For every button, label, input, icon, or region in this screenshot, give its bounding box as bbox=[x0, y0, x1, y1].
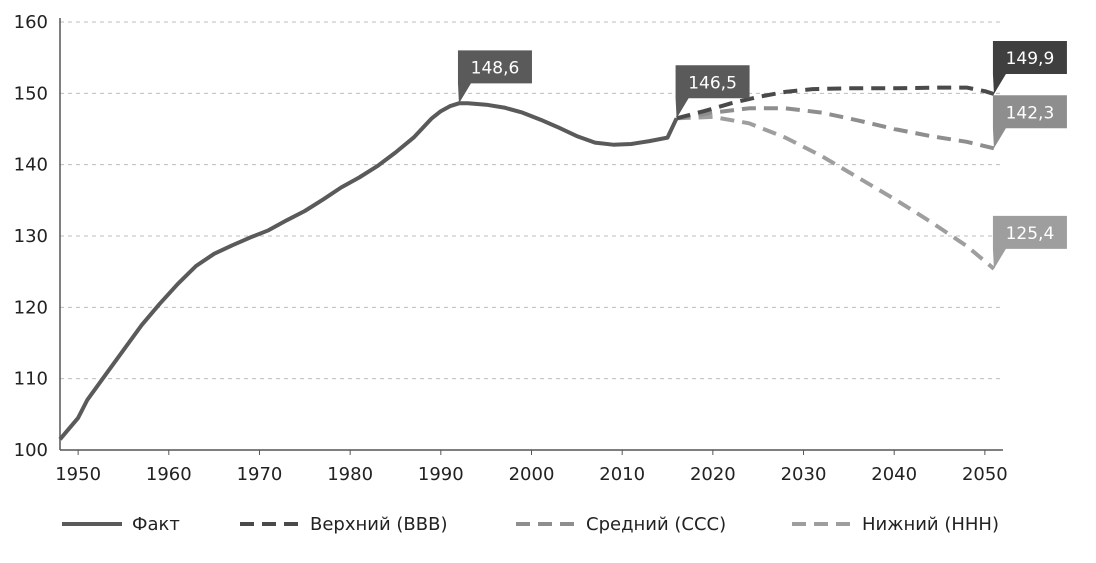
y-axis-ticks: 100 110 120 130 140 150 160 bbox=[14, 12, 48, 461]
callout-label: 149,9 bbox=[1006, 49, 1055, 69]
legend-label: Факт bbox=[132, 514, 180, 535]
x-tick-label: 2030 bbox=[781, 464, 827, 485]
x-tick-label: 1950 bbox=[55, 464, 101, 485]
y-tick-label: 150 bbox=[14, 83, 48, 104]
y-tick-label: 110 bbox=[14, 369, 48, 390]
callout-box bbox=[675, 65, 750, 119]
series-lines bbox=[58, 85, 996, 441]
callout-label: 146,5 bbox=[688, 73, 737, 93]
series-line-2 bbox=[676, 106, 995, 151]
value-callouts: 148,6 146,5 149,9 142,3 125,4 bbox=[457, 41, 1067, 269]
callout-box bbox=[992, 95, 1067, 149]
x-tick-label: 1970 bbox=[237, 464, 283, 485]
legend-label: Средний (ССС) bbox=[586, 514, 726, 535]
legend-label: Верхний (ВВВ) bbox=[310, 514, 447, 535]
y-tick-label: 120 bbox=[14, 297, 48, 318]
series-line-3 bbox=[676, 114, 996, 271]
y-tick-label: 160 bbox=[14, 12, 48, 33]
callout-label: 148,6 bbox=[471, 58, 520, 78]
x-tick-label: 2050 bbox=[962, 464, 1008, 485]
callout-label: 142,3 bbox=[1006, 103, 1055, 123]
y-tick-label: 140 bbox=[14, 155, 48, 176]
x-tick-label: 2020 bbox=[690, 464, 736, 485]
series-line-1 bbox=[676, 85, 995, 121]
legend-label: Нижний (ННН) bbox=[862, 514, 999, 535]
x-tick-label: 2010 bbox=[599, 464, 645, 485]
callout-box bbox=[457, 50, 532, 104]
x-axis-ticks: 1950 1960 1970 1980 1990 2000 2010 2020 2030 2040… bbox=[55, 450, 1008, 485]
series-line-0 bbox=[58, 101, 679, 441]
grid-lines bbox=[60, 21, 1003, 380]
callout-label: 125,4 bbox=[1006, 224, 1055, 244]
y-tick-label: 100 bbox=[14, 440, 48, 461]
x-tick-label: 2040 bbox=[871, 464, 917, 485]
y-tick-label: 130 bbox=[14, 226, 48, 247]
x-tick-label: 1990 bbox=[418, 464, 464, 485]
x-tick-label: 1960 bbox=[146, 464, 192, 485]
legend: Факт Верхний (ВВВ) Средний (ССС) Нижний (НН… bbox=[62, 514, 999, 535]
callout-box bbox=[992, 215, 1067, 269]
x-tick-label: 2000 bbox=[509, 464, 555, 485]
callout-box bbox=[992, 41, 1067, 95]
x-tick-label: 1980 bbox=[327, 464, 373, 485]
